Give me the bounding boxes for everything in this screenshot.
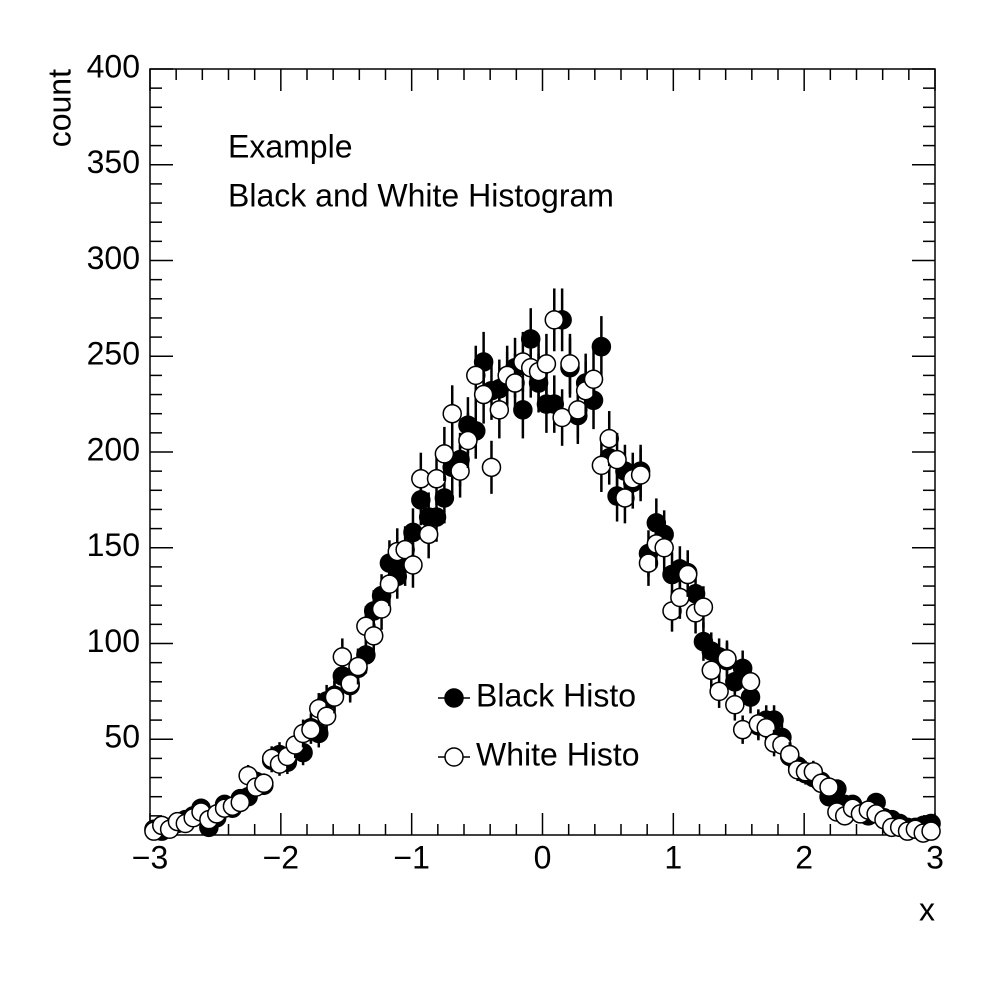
data-point	[780, 744, 800, 765]
x-tick-label: −1	[393, 839, 429, 875]
data-point	[654, 538, 674, 558]
y-tick-label: 400	[87, 48, 140, 84]
y-tick-label: 200	[87, 431, 140, 467]
data-point	[254, 773, 274, 794]
data-point	[466, 365, 486, 386]
data-point	[473, 384, 494, 405]
data-point	[615, 488, 635, 508]
data-point	[717, 649, 737, 669]
data-point	[591, 336, 612, 357]
data-point	[230, 792, 251, 813]
data-point	[379, 574, 400, 594]
data-point	[505, 373, 525, 393]
data-point	[670, 587, 690, 608]
data-point	[324, 687, 345, 707]
data-point	[348, 656, 368, 677]
data-point	[560, 354, 580, 374]
legend-label: Black Histo	[476, 677, 636, 713]
data-point	[426, 469, 447, 489]
data-point	[316, 706, 337, 727]
data-point	[709, 681, 729, 702]
data-point	[458, 430, 478, 451]
data-point	[371, 599, 392, 619]
y-tick-label: 50	[104, 719, 140, 755]
data-point	[725, 695, 745, 715]
data-point	[450, 461, 470, 481]
data-point	[599, 428, 619, 449]
data-point	[442, 403, 462, 424]
x-axis-label: x	[919, 891, 935, 927]
legend-marker	[444, 688, 464, 708]
data-point	[434, 488, 455, 508]
data-point	[756, 718, 776, 738]
y-tick-label: 300	[87, 240, 140, 276]
legend-label: White Histo	[476, 736, 640, 772]
data-point	[638, 553, 659, 573]
data-point	[583, 369, 604, 389]
data-point	[677, 564, 698, 585]
data-point	[403, 555, 423, 575]
data-point	[434, 444, 455, 464]
y-tick-label: 150	[87, 527, 140, 563]
y-axis-label: count	[41, 69, 77, 147]
data-point	[819, 777, 839, 797]
annotation: Black and White Histogram	[228, 177, 614, 213]
data-point	[301, 719, 321, 740]
data-point	[701, 660, 722, 681]
x-tick-label: 1	[664, 839, 682, 875]
data-point	[568, 400, 588, 420]
data-point	[418, 524, 439, 545]
data-point	[426, 507, 447, 527]
data-point	[740, 672, 761, 692]
data-point	[332, 647, 353, 667]
data-point	[630, 465, 651, 485]
x-tick-label: −3	[132, 839, 168, 875]
y-tick-label: 350	[87, 144, 140, 180]
data-point	[363, 626, 384, 646]
y-tick-label: 250	[87, 336, 140, 372]
x-tick-label: −2	[263, 839, 299, 875]
legend-marker	[444, 747, 464, 767]
data-point	[552, 407, 572, 428]
data-point	[513, 400, 533, 420]
data-point	[921, 821, 941, 841]
data-point	[481, 457, 502, 478]
x-tick-label: 2	[795, 839, 813, 875]
y-tick-label: 100	[87, 623, 140, 659]
x-tick-label: 0	[534, 839, 552, 875]
x-tick-label: 3	[926, 839, 944, 875]
data-point	[340, 673, 360, 694]
data-point	[693, 597, 714, 617]
annotation: Example	[228, 128, 353, 164]
data-point	[544, 310, 565, 330]
data-point	[489, 400, 510, 420]
data-point	[536, 354, 557, 374]
data-point	[607, 449, 627, 470]
